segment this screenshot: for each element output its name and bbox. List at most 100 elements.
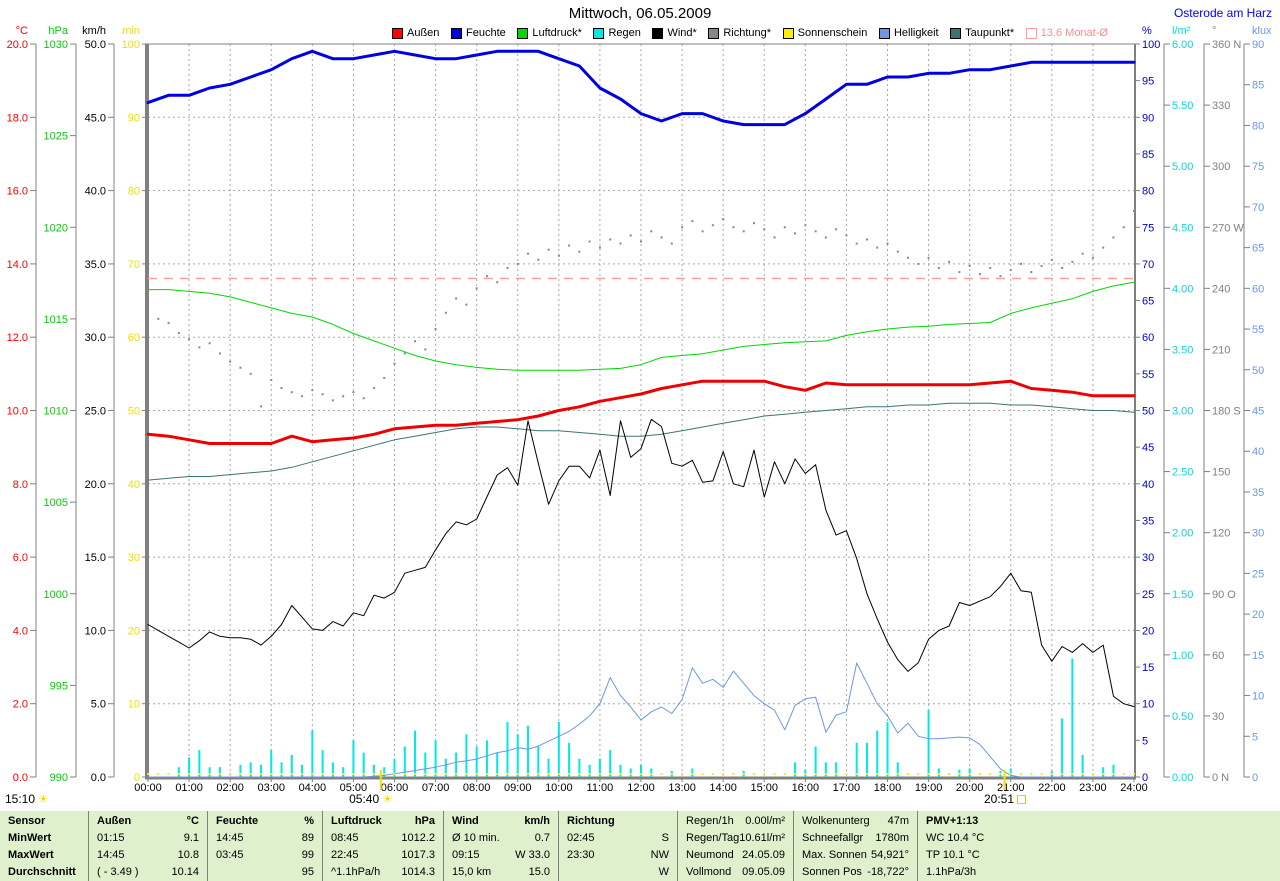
- svg-text:40: 40: [1252, 446, 1264, 458]
- svg-text:95: 95: [1142, 76, 1154, 88]
- svg-text:4.50: 4.50: [1172, 222, 1193, 234]
- svg-text:10: 10: [128, 699, 140, 711]
- svg-text:1.50: 1.50: [1172, 589, 1193, 601]
- svg-text:240: 240: [1212, 283, 1230, 295]
- svg-text:4.0: 4.0: [13, 625, 28, 637]
- svg-text:300: 300: [1212, 161, 1230, 173]
- table-cell: 14:45 89: [216, 832, 314, 844]
- table-cell: Richtung: [567, 815, 615, 827]
- svg-text:km/h: km/h: [82, 25, 106, 37]
- table-cell: 95: [301, 866, 314, 878]
- svg-text:02:00: 02:00: [216, 782, 244, 794]
- table-cell: 23:30 NW: [567, 849, 669, 861]
- svg-text:2.0: 2.0: [13, 699, 28, 711]
- table-col-7: Wolkenunterg 47m Schneefallgr 1780m Max. Son…: [793, 811, 917, 881]
- svg-text:8.0: 8.0: [13, 479, 28, 491]
- svg-text:09:00: 09:00: [504, 782, 532, 794]
- sunset-square-icon: [1017, 794, 1027, 804]
- table-cell: 03:45 99: [216, 849, 314, 861]
- table-cell: Vollmond 09.05.09: [686, 866, 785, 878]
- svg-text:25.0: 25.0: [85, 406, 106, 418]
- table-cell: 01:15 9.1: [97, 832, 199, 844]
- legend-item-wind: Wind*: [652, 27, 697, 39]
- svg-text:0.00: 0.00: [1172, 772, 1193, 784]
- svg-text:60: 60: [128, 332, 140, 344]
- legend-label-monatsmittel: 13.6 Monat-Ø: [1040, 27, 1108, 39]
- svg-text:150: 150: [1212, 467, 1230, 479]
- svg-text:04:00: 04:00: [299, 782, 327, 794]
- legend-item-feuchte: Feuchte: [451, 27, 506, 39]
- table-cell: ^1.1hPa/h 1014.3: [331, 866, 435, 878]
- svg-text:330: 330: [1212, 100, 1230, 112]
- svg-text:5.0: 5.0: [91, 699, 106, 711]
- table-col-0: Sensor MinWert MaxWert Durchschnitt: [0, 811, 88, 881]
- legend-swatch-aussen: [392, 27, 403, 39]
- svg-text:12:00: 12:00: [627, 782, 655, 794]
- svg-text:25: 25: [1252, 568, 1264, 580]
- legend-item-helligkeit: Helligkeit: [878, 27, 939, 39]
- svg-text:5.00: 5.00: [1172, 161, 1193, 173]
- table-cell: PMV+1:13: [926, 815, 979, 827]
- table-cell: TP 10.1 °C: [926, 849, 980, 861]
- table-cell: Feuchte%: [216, 815, 314, 827]
- svg-text:360 N: 360 N: [1212, 39, 1241, 51]
- legend-item-taupunkt: Taupunkt*: [950, 27, 1014, 39]
- svg-text:18.0: 18.0: [7, 112, 28, 124]
- table-col-5: Richtung 02:45 S 23:30 NW W: [558, 811, 677, 881]
- svg-text:klux: klux: [1252, 25, 1272, 37]
- svg-text:00:00: 00:00: [134, 782, 162, 794]
- svg-text:hPa: hPa: [48, 25, 68, 37]
- table-cell: Sonnen Pos -18,722°: [802, 866, 909, 878]
- legend-item-monatsmittel: 13.6 Monat-Ø: [1025, 27, 1108, 39]
- table-col-2: Feuchte% 14:45 89 03:45 99 95: [207, 811, 322, 881]
- svg-text:18:00: 18:00: [874, 782, 902, 794]
- legend-swatch-richtung: [708, 27, 720, 39]
- svg-text:0.0: 0.0: [91, 772, 106, 784]
- svg-text:15.0: 15.0: [85, 552, 106, 564]
- table-cell: Schneefallgr 1780m: [802, 832, 909, 844]
- svg-text:120: 120: [1212, 528, 1230, 540]
- svg-text:01:00: 01:00: [175, 782, 203, 794]
- svg-text:0.0: 0.0: [13, 772, 28, 784]
- svg-text:210: 210: [1212, 344, 1230, 356]
- svg-text:40: 40: [128, 479, 140, 491]
- svg-text:0.50: 0.50: [1172, 711, 1193, 723]
- svg-text:90: 90: [1142, 112, 1154, 124]
- svg-text:50.0: 50.0: [85, 39, 106, 51]
- svg-text:45: 45: [1142, 442, 1154, 454]
- svg-text:3.50: 3.50: [1172, 344, 1193, 356]
- svg-text:08:00: 08:00: [463, 782, 491, 794]
- legend-item-richtung: Richtung*: [708, 27, 771, 39]
- svg-text:min: min: [122, 25, 140, 37]
- svg-text:10.0: 10.0: [7, 406, 28, 418]
- table-cell: 15,0 km 15.0: [452, 866, 550, 878]
- svg-text:%: %: [1142, 25, 1152, 37]
- legend-item-sonnenschein: Sonnenschein: [782, 27, 867, 39]
- table-cell: Ø 10 min. 0.7: [452, 832, 550, 844]
- svg-text:55: 55: [1142, 369, 1154, 381]
- day-length-value: 15:10: [5, 792, 36, 806]
- svg-text:10: 10: [1142, 699, 1154, 711]
- svg-text:23:00: 23:00: [1079, 782, 1107, 794]
- svg-text:30: 30: [128, 552, 140, 564]
- svg-text:1.00: 1.00: [1172, 650, 1193, 662]
- table-col-3: Luftdruck hPa 08:45 1012.2 22:45 1017.3 ^1.1hP…: [322, 811, 443, 881]
- table-cell: 14:45 10.8: [97, 849, 199, 861]
- svg-text:17:00: 17:00: [833, 782, 861, 794]
- svg-text:15: 15: [1252, 650, 1264, 662]
- legend-label-luftdruck: Luftdruck*: [532, 27, 582, 39]
- svg-text:16:00: 16:00: [792, 782, 820, 794]
- svg-text:6.0: 6.0: [13, 552, 28, 564]
- svg-text:70: 70: [1252, 202, 1264, 214]
- table-cell: ( - 3.49 ) 10.14: [97, 866, 199, 878]
- svg-text:0: 0: [1252, 772, 1258, 784]
- legend: Außen Feuchte Luftdruck* Regen Wind* Richtung…: [392, 27, 1108, 39]
- svg-text:16.0: 16.0: [7, 186, 28, 198]
- legend-item-regen: Regen: [593, 27, 641, 39]
- svg-text:2.00: 2.00: [1172, 528, 1193, 540]
- svg-text:1005: 1005: [44, 497, 68, 509]
- table-cell: Regen/1h 0.00l/m²: [686, 815, 785, 827]
- svg-text:20: 20: [1142, 625, 1154, 637]
- svg-text:30: 30: [1142, 552, 1154, 564]
- svg-text:5.50: 5.50: [1172, 100, 1193, 112]
